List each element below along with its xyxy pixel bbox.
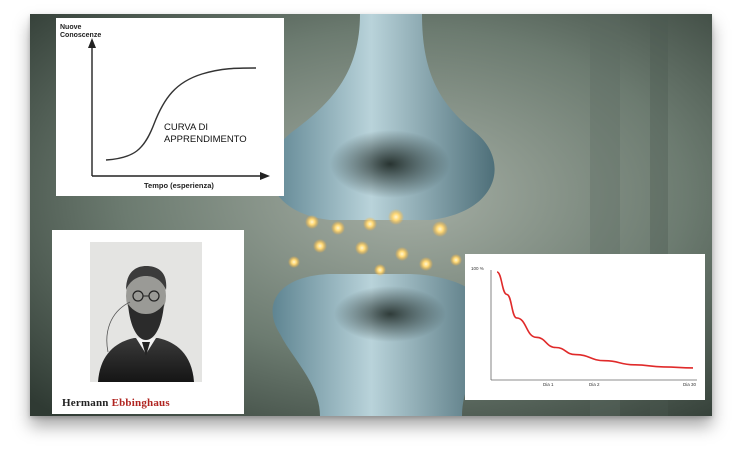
learning-curve-label: CURVA DI APPRENDIMENTO [164, 122, 247, 146]
photo-card: Nuove Conoscenze CURVA DI APPRENDIMENTO … [30, 14, 712, 416]
forgetting-curve-panel: 100 % Dia 1 Dia 2 Dia 30 [465, 254, 705, 400]
portrait-figure [90, 242, 202, 382]
caption-first-name: Hermann [62, 397, 109, 409]
caption-last-name: Ebbinghaus [112, 397, 170, 409]
learning-y-label-line2: Conoscenze [60, 32, 130, 40]
portrait-photo [90, 242, 202, 382]
curve-label-line1: CURVA DI [164, 122, 247, 134]
learning-s-curve [106, 68, 256, 160]
curve-label-line2: APPRENDIMENTO [164, 134, 247, 146]
forgetting-curve-graph [465, 254, 705, 400]
learning-x-label: Tempo (esperienza) [144, 181, 214, 190]
learning-x-arrow [260, 172, 270, 180]
forget-y-tick-top: 100 % [471, 266, 484, 271]
forgetting-curve-line [497, 272, 693, 368]
forget-x-tick-1: Dia 1 [543, 382, 554, 387]
learning-y-label-line1: Nuove [60, 24, 130, 32]
portrait-caption: Hermann Ebbinghaus [62, 397, 170, 409]
learning-y-label: Nuove Conoscenze [60, 24, 130, 40]
forget-x-tick-2: Dia 2 [589, 382, 600, 387]
learning-curve-panel: Nuove Conoscenze CURVA DI APPRENDIMENTO … [56, 18, 284, 196]
portrait-panel: Hermann Ebbinghaus [52, 230, 244, 414]
learning-curve-graph [56, 18, 284, 196]
forget-x-tick-3: Dia 30 [683, 382, 696, 387]
